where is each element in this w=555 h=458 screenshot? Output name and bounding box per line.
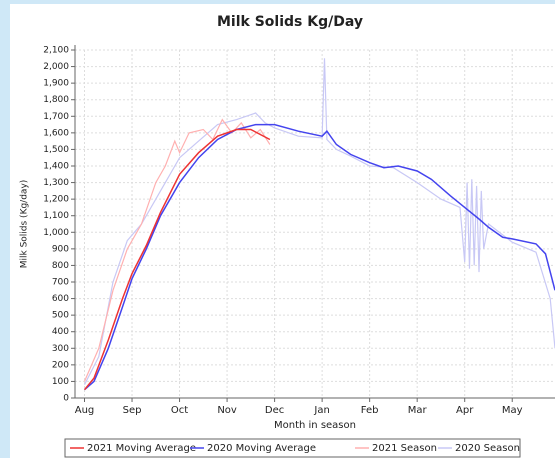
- x-tick-label: Nov: [217, 405, 237, 416]
- x-tick-label: Jan: [313, 405, 329, 416]
- chart-title: Milk Solids Kg/Day: [217, 14, 363, 30]
- legend-label: 2021 Moving Average: [87, 443, 196, 454]
- y-tick-label: 0: [63, 394, 69, 404]
- x-tick-label: Sep: [123, 405, 142, 416]
- legend-label: 2020 Moving Average: [207, 443, 316, 454]
- series-line: [83, 58, 555, 385]
- y-tick-label: 1,800: [43, 95, 69, 105]
- x-tick-label: Mar: [408, 405, 428, 416]
- y-tick-label: 200: [52, 360, 69, 370]
- legend-label: 2021 Season: [372, 443, 437, 454]
- x-tick-label: Feb: [361, 405, 379, 416]
- series-line: [83, 118, 271, 382]
- y-tick-label: 1,900: [43, 79, 69, 89]
- legend-label: 2020 Season: [455, 443, 520, 454]
- x-axis-label: Month in season: [274, 420, 356, 431]
- y-tick-label: 1,000: [43, 228, 69, 238]
- y-axis-label: Milk Solids (Kg/day): [20, 180, 30, 269]
- series-line: [83, 128, 271, 391]
- y-tick-label: 2,000: [43, 62, 69, 72]
- y-tick-label: 1,500: [43, 145, 69, 155]
- y-tick-label: 100: [52, 377, 69, 387]
- x-tick-label: Aug: [75, 405, 95, 416]
- y-tick-label: 900: [52, 244, 69, 254]
- series-line: [84, 123, 555, 391]
- y-tick-label: 800: [52, 261, 69, 271]
- y-tick-label: 1,200: [43, 195, 69, 205]
- y-tick-label: 1,600: [43, 128, 69, 138]
- y-tick-label: 400: [52, 327, 69, 337]
- legend: [64, 438, 521, 458]
- y-tick-label: 1,700: [43, 112, 69, 122]
- y-tick-label: 2,100: [43, 46, 69, 56]
- y-tick-label: 500: [52, 311, 69, 321]
- x-tick-label: Oct: [171, 405, 188, 416]
- y-tick-label: 300: [52, 344, 69, 354]
- x-tick-label: Dec: [265, 405, 284, 416]
- y-tick-label: 1,300: [43, 178, 69, 188]
- y-tick-label: 700: [52, 278, 69, 288]
- x-tick-label: May: [502, 405, 523, 416]
- y-tick-label: 1,100: [43, 211, 69, 221]
- y-tick-label: 1,400: [43, 162, 69, 172]
- y-tick-label: 600: [52, 294, 69, 304]
- panel: [10, 4, 555, 458]
- x-tick-label: Apr: [456, 405, 474, 416]
